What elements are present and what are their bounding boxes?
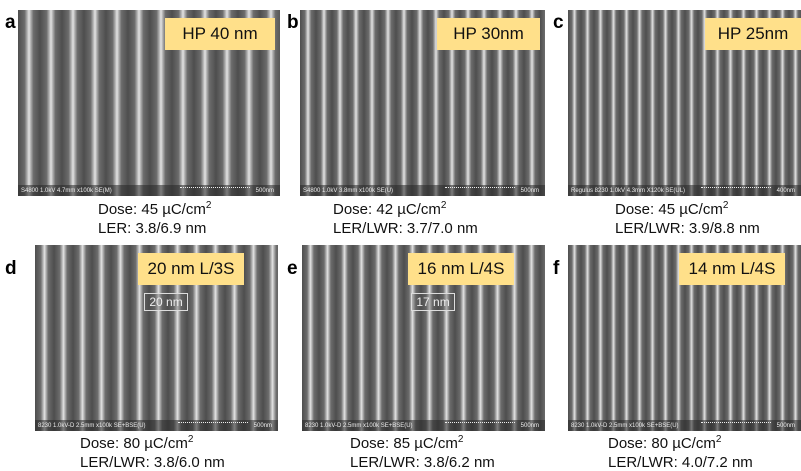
scale-label: 500nm [777, 423, 795, 429]
panel-letter: e [287, 258, 298, 280]
dose-text: Dose: 80 µC/cm [608, 435, 716, 452]
dose-caption: Dose: 45 µC/cm2 [615, 200, 728, 218]
dose-exponent: 2 [441, 200, 447, 211]
ler-caption: LER: 3.8/6.9 nm [98, 220, 206, 237]
dose-caption: Dose: 80 µC/cm2 [608, 434, 721, 452]
scale-ticks [445, 422, 515, 425]
dose-exponent: 2 [723, 200, 729, 211]
ler-caption: LER/LWR: 3.8/6.2 nm [350, 454, 495, 471]
scale-label: 400nm [777, 188, 795, 194]
dose-text: Dose: 45 µC/cm [98, 201, 206, 218]
scale-ticks [445, 187, 515, 190]
pitch-label: HP 25nm [705, 18, 801, 50]
dose-exponent: 2 [458, 434, 464, 445]
dose-text: Dose: 85 µC/cm [350, 435, 458, 452]
sem-info: S4800 1.0kV 4.7mm x100k SE(M) [21, 188, 112, 194]
measurement: 20 nm [144, 293, 187, 311]
ler-caption: LER/LWR: 3.9/8.8 nm [615, 220, 760, 237]
dose-text: Dose: 45 µC/cm [615, 201, 723, 218]
scale-ticks [701, 187, 771, 190]
pitch-label: 20 nm L/3S [138, 253, 244, 285]
scale-ticks [180, 187, 250, 190]
sem-info: 8230 1.0kV-D 2.5mm x100k SE+BSE(U) [571, 423, 679, 429]
scale-ticks [701, 422, 771, 425]
scale-label: 500nm [521, 423, 539, 429]
panel-letter: c [553, 12, 564, 34]
ler-caption: LER/LWR: 3.7/7.0 nm [333, 220, 478, 237]
ler-caption: LER/LWR: 4.0/7.2 nm [608, 454, 753, 471]
figure: {"panels": [ {"letter": "a", "label": "H… [0, 0, 801, 470]
scale-label: 500nm [256, 188, 274, 194]
pitch-label: HP 30nm [437, 18, 540, 50]
dose-caption: Dose: 45 µC/cm2 [98, 200, 211, 218]
dose-exponent: 2 [188, 434, 194, 445]
panel-letter: b [287, 12, 299, 34]
sem-info: S4800 1.0kV 3.8mm x100k SE(U) [303, 188, 393, 194]
ler-caption: LER/LWR: 3.8/6.0 nm [80, 454, 225, 471]
sem-info: Regulus 8230 1.0kV 4.3mm X120k SE(UL) [571, 188, 685, 194]
sem-info: 8230 1.0kV-D 2.5mm x100k SE+BSE(U) [38, 423, 146, 429]
panel-letter: a [5, 12, 16, 34]
scale-label: 500nm [254, 423, 272, 429]
pitch-label: HP 40 nm [165, 18, 275, 50]
dose-text: Dose: 80 µC/cm [80, 435, 188, 452]
dose-exponent: 2 [716, 434, 722, 445]
measurement: 17 nm [411, 293, 454, 311]
scale-label: 500nm [521, 188, 539, 194]
panel-letter: d [5, 258, 17, 280]
dose-text: Dose: 42 µC/cm [333, 201, 441, 218]
pitch-label: 14 nm L/4S [679, 253, 785, 285]
dose-exponent: 2 [206, 200, 212, 211]
dose-caption: Dose: 42 µC/cm2 [333, 200, 446, 218]
panel-letter: f [553, 258, 559, 280]
dose-caption: Dose: 85 µC/cm2 [350, 434, 463, 452]
sem-info: 8230 1.0kV-D 2.5mm x100k SE+BSE(U) [305, 423, 413, 429]
dose-caption: Dose: 80 µC/cm2 [80, 434, 193, 452]
scale-ticks [178, 422, 248, 425]
pitch-label: 16 nm L/4S [408, 253, 514, 285]
